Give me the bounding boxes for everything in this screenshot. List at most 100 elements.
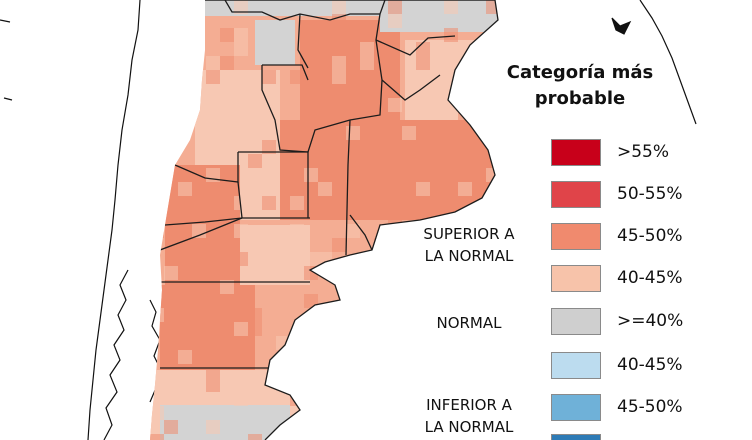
- grid-cell: [318, 406, 332, 420]
- legend-group-superior: SUPERIOR A LA NORMAL: [410, 223, 528, 267]
- grid-cell: [388, 14, 402, 28]
- grid-cell: [220, 126, 234, 140]
- grid-cell: [234, 70, 248, 84]
- grid-cell: [388, 98, 402, 112]
- grid-cell: [416, 56, 430, 70]
- grid-cell: [234, 336, 248, 350]
- grid-cell: [346, 56, 360, 70]
- grid-cell: [178, 294, 192, 308]
- grid-cell: [388, 210, 402, 224]
- legend-swatch-5: [551, 352, 601, 379]
- legend-label-5: 40-45%: [617, 355, 683, 375]
- grid-cell: [150, 434, 164, 440]
- grid-cell: [150, 224, 164, 238]
- grid-cell: [332, 406, 346, 420]
- grid-cell: [206, 126, 220, 140]
- grid-cell: [150, 56, 164, 70]
- grid-cell: [248, 154, 262, 168]
- grid-cell: [318, 322, 332, 336]
- legend-label-0: >55%: [617, 142, 670, 162]
- grid-cell: [374, 238, 388, 252]
- grid-cell: [332, 168, 346, 182]
- grid-cell: [486, 56, 498, 70]
- grid-cell: [416, 196, 430, 210]
- grid-cell: [150, 84, 164, 98]
- legend-group-inferior: INFERIOR A LA NORMAL: [410, 394, 528, 438]
- grid-cell: [150, 406, 164, 420]
- legend-label-3: 40-45%: [617, 268, 683, 288]
- grid-cell: [192, 336, 206, 350]
- grid-cell: [360, 42, 374, 56]
- grid-cell: [234, 42, 248, 56]
- legend-title-line2: probable: [534, 88, 626, 109]
- grid-cell: [458, 336, 472, 350]
- grid-cell: [304, 252, 318, 266]
- legend-group-inferior-line2: LA NORMAL: [424, 418, 514, 436]
- grid-cell: [150, 308, 164, 322]
- grid-cell: [220, 280, 234, 294]
- grid-cell: [164, 420, 178, 434]
- grid-cell: [318, 308, 332, 322]
- grid-cell: [178, 0, 192, 14]
- grid-cell: [416, 182, 430, 196]
- grid-cell: [206, 70, 220, 84]
- grid-cell: [290, 350, 304, 364]
- region-normal-northwest: [255, 20, 295, 65]
- grid-cell: [206, 378, 220, 392]
- legend-label-6: 45-50%: [617, 397, 683, 417]
- grid-cell: [234, 294, 248, 308]
- grid-cell: [374, 350, 388, 364]
- grid-cell: [444, 56, 458, 70]
- grid-cell: [346, 350, 360, 364]
- grid-cell: [332, 70, 346, 84]
- grid-cell: [360, 56, 374, 70]
- legend-swatch-1: [551, 181, 601, 208]
- grid-cell: [388, 140, 402, 154]
- grid-cell: [290, 266, 304, 280]
- grid-cell: [416, 294, 430, 308]
- grid-cell: [374, 252, 388, 266]
- grid-cell: [444, 364, 458, 378]
- legend-group-normal: NORMAL: [410, 312, 528, 334]
- grid-cell: [192, 112, 206, 126]
- grid-cell: [304, 434, 318, 440]
- grid-cell: [164, 266, 178, 280]
- grid-cell: [234, 392, 248, 406]
- grid-cell: [486, 196, 498, 210]
- grid-cell: [402, 196, 416, 210]
- grid-cell: [248, 322, 262, 336]
- grid-cell: [234, 28, 248, 42]
- grid-cell: [262, 140, 276, 154]
- grid-cell: [332, 434, 346, 440]
- grid-cell: [220, 28, 234, 42]
- grid-cell: [262, 196, 276, 210]
- grid-cell: [374, 434, 388, 440]
- grid-cell: [290, 126, 304, 140]
- legend-label-2: 45-50%: [617, 226, 683, 246]
- grid-cell: [388, 322, 402, 336]
- legend-swatch-6: [551, 394, 601, 421]
- grid-cell: [472, 70, 486, 84]
- grid-cell: [234, 98, 248, 112]
- grid-cell: [318, 420, 332, 434]
- grid-cell: [402, 126, 416, 140]
- grid-cell: [206, 56, 220, 70]
- grid-cell: [458, 364, 472, 378]
- grid-cell: [346, 126, 360, 140]
- grid-cell: [220, 182, 234, 196]
- grid-cell: [416, 42, 430, 56]
- grid-cell: [346, 364, 360, 378]
- legend-swatch-0: [551, 139, 601, 166]
- grid-cell: [444, 28, 458, 42]
- legend-swatch-4: [551, 308, 601, 335]
- grid-cell: [332, 56, 346, 70]
- grid-cell: [318, 336, 332, 350]
- grid-cell: [206, 420, 220, 434]
- legend-label-1: 50-55%: [617, 184, 683, 204]
- grid-cell: [304, 168, 318, 182]
- grid-cell: [220, 252, 234, 266]
- neighbor-coastline: [0, 0, 697, 440]
- grid-cell: [262, 70, 276, 84]
- grid-cell: [458, 182, 472, 196]
- grid-cell: [332, 14, 346, 28]
